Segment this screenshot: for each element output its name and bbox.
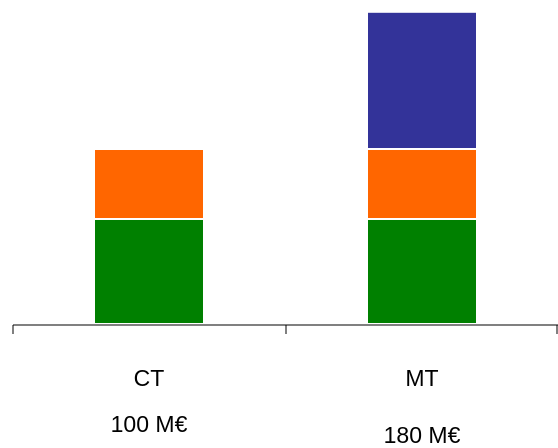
bar-segment-ct-0 — [93, 218, 205, 325]
bar-segment-mt-1 — [366, 148, 478, 220]
total-label-mt: 180 M€ — [384, 422, 461, 448]
category-label-ct: CT — [134, 365, 165, 391]
category-label-mt: MT — [405, 365, 438, 391]
bar-segment-ct-1 — [93, 148, 205, 220]
total-label-ct: 100 M€ — [111, 411, 188, 437]
bar-group — [93, 10, 478, 325]
bar-segment-mt-0 — [366, 218, 478, 325]
bar-segment-mt-2 — [366, 10, 478, 150]
